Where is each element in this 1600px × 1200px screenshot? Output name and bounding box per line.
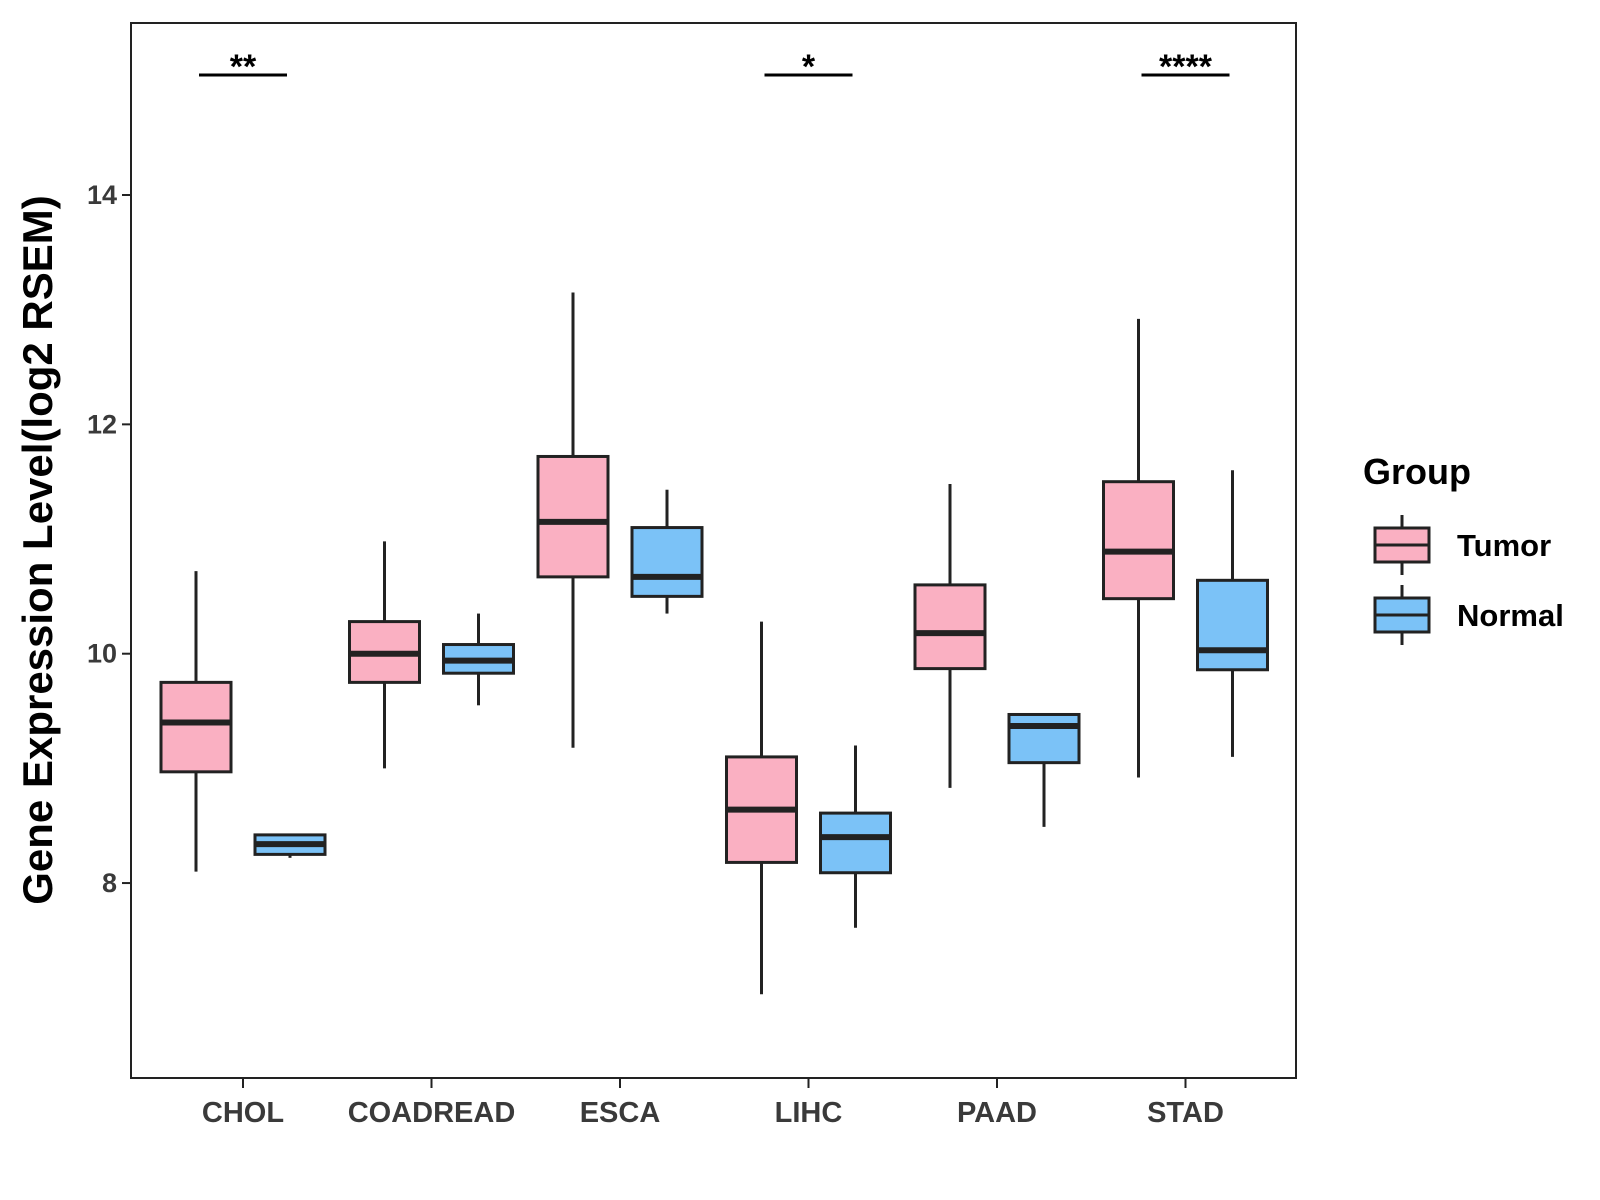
significance-label: * [802,48,816,86]
iqr-box [819,811,892,875]
y-tick-label: 8 [102,868,117,898]
plot-layer: ** * **** [159,48,1269,995]
panel-border [130,22,1297,1079]
x-tick-label: COADREAD [348,1097,516,1129]
box-normal-chol [253,833,327,858]
x-tick-label: STAD [1147,1097,1224,1129]
axis-layer: 8 10 12 14 CHOL COADREAD ESCA LIHC PAAD STAD [87,180,1224,1129]
legend: Group Tumor Normal [1363,451,1564,645]
box-tumor-coadread [348,541,421,769]
legend-item-normal: Normal [1373,585,1564,645]
box-normal-esca [630,489,704,614]
iqr-box [536,454,610,579]
legend-item-tumor: Tumor [1373,515,1551,575]
y-tick-label: 14 [87,180,117,210]
iqr-box [1196,578,1269,672]
iqr-box [913,583,987,671]
box-tumor-stad [1102,318,1175,778]
legend-label: Tumor [1457,528,1551,563]
x-tick-label: ESCA [580,1097,661,1129]
y-tick-label: 12 [87,409,117,439]
box-tumor-lihc [725,621,798,995]
x-tick-label: CHOL [202,1097,284,1129]
significance-lihc: * [764,48,853,86]
iqr-box [630,526,704,598]
x-tick-label: LIHC [775,1097,843,1129]
significance-label: **** [1159,48,1213,86]
box-normal-lihc [819,745,892,928]
y-axis-title: Gene Expression Level(log2 RSEM) [14,195,61,905]
legend-label: Normal [1457,598,1564,633]
significance-chol: ** [199,48,287,86]
significance-label: ** [230,48,257,86]
box-tumor-esca [536,292,610,748]
box-tumor-paad [913,483,987,788]
iqr-box [1007,712,1081,765]
iqr-box [159,680,233,774]
panel-background [131,23,1296,1078]
box-normal-stad [1196,470,1269,757]
legend-title: Group [1363,451,1471,492]
box-tumor-chol [159,571,233,872]
box-normal-paad [1007,712,1081,827]
iqr-box [1102,480,1175,601]
box-normal-coadread [442,613,515,706]
x-tick-label: PAAD [957,1097,1037,1129]
y-tick-label: 10 [87,639,117,669]
significance-stad: **** [1141,48,1230,86]
